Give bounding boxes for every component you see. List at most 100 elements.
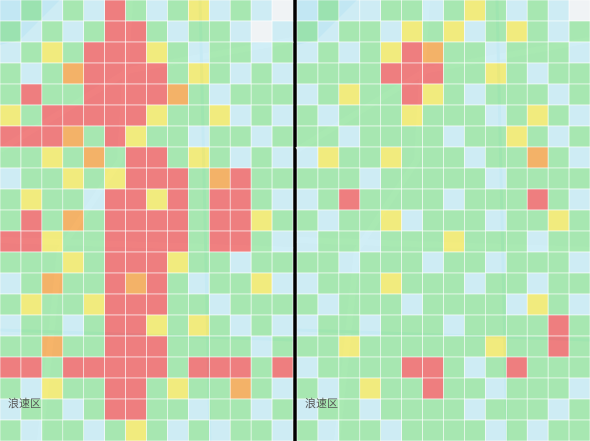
heat-cell: [146, 419, 168, 441]
heat-cell: [0, 146, 22, 169]
heat-cell: [208, 356, 231, 379]
heat-cell: [104, 335, 126, 358]
heat-cell: [83, 356, 105, 379]
map-panel: 浪速区: [295, 0, 590, 441]
heat-cell: [271, 419, 294, 441]
heat-cell: [422, 293, 444, 316]
heat-cell: [464, 146, 486, 169]
heat-cell: [568, 146, 590, 169]
heat-cell: [568, 335, 590, 358]
heat-cell: [359, 314, 382, 337]
heat-cell: [62, 83, 85, 106]
heat-cell: [359, 167, 382, 190]
heat-cell: [250, 209, 273, 232]
heat-cell: [464, 83, 486, 106]
heat-cell: [464, 230, 486, 253]
heat-cell: [547, 398, 570, 421]
heat-cell: [271, 41, 294, 64]
heat-cell: [296, 188, 319, 211]
heat-cell: [20, 272, 43, 295]
heat-cell: [359, 335, 382, 358]
heat-cell: [422, 251, 444, 274]
heat-cell: [41, 335, 64, 358]
heat-cell: [317, 293, 340, 316]
heat-cell: [188, 188, 210, 211]
heat-cell: [83, 314, 105, 337]
heat-cell: [188, 62, 210, 85]
heat-cell: [229, 188, 252, 211]
heat-cell: [167, 41, 189, 64]
heat-cell: [401, 83, 423, 106]
heat-cell: [359, 104, 382, 127]
heat-cell: [104, 230, 126, 253]
heat-cell: [296, 272, 319, 295]
heat-cell: [208, 83, 231, 106]
heat-cell: [0, 188, 22, 211]
heat-cell: [271, 314, 294, 337]
heat-cell: [296, 83, 319, 106]
heat-cell: [443, 20, 465, 43]
heat-cell: [62, 125, 85, 148]
heat-cell: [380, 62, 402, 85]
heat-cell: [505, 20, 528, 43]
heat-cell: [526, 377, 549, 400]
heat-cell: [422, 356, 444, 379]
heat-cell: [250, 419, 273, 441]
heat-cell: [547, 20, 570, 43]
heat-cell: [125, 230, 147, 253]
heat-cell: [359, 272, 382, 295]
heat-cell: [229, 377, 252, 400]
heat-cell: [317, 83, 340, 106]
heat-cell: [443, 83, 465, 106]
heat-cell: [20, 20, 43, 43]
heat-cell: [505, 377, 528, 400]
heat-cell: [317, 188, 340, 211]
heat-cell: [317, 41, 340, 64]
heat-cell: [380, 251, 402, 274]
heat-cell: [229, 272, 252, 295]
heat-cell: [167, 377, 189, 400]
heat-cell: [422, 398, 444, 421]
heat-cell: [401, 272, 423, 295]
district-label: 浪速区: [305, 396, 338, 410]
heat-cell: [62, 146, 85, 169]
heat-cell: [146, 0, 168, 22]
heat-cell: [20, 230, 43, 253]
heat-cell: [505, 398, 528, 421]
heat-cell: [464, 314, 486, 337]
heat-cell: [547, 335, 570, 358]
heat-cell: [526, 251, 549, 274]
heat-cell: [41, 62, 64, 85]
heat-cell: [208, 41, 231, 64]
heat-cell: [0, 167, 22, 190]
heat-cell: [271, 125, 294, 148]
heat-cell: [338, 20, 361, 43]
heat-cell: [380, 314, 402, 337]
heat-cell: [401, 167, 423, 190]
heat-cell: [167, 314, 189, 337]
heat-cell: [359, 188, 382, 211]
heat-cell: [485, 398, 507, 421]
heat-cell: [125, 83, 147, 106]
heat-cell: [401, 20, 423, 43]
heat-cell: [422, 188, 444, 211]
heat-cell: [485, 104, 507, 127]
heat-cell: [505, 209, 528, 232]
heat-cell: [485, 188, 507, 211]
heat-cell: [208, 104, 231, 127]
heat-cell: [83, 419, 105, 441]
heat-cell: [125, 188, 147, 211]
heat-cell: [104, 272, 126, 295]
heat-cell: [443, 251, 465, 274]
heat-cell: [296, 251, 319, 274]
heat-cell: [271, 83, 294, 106]
heat-cell: [0, 419, 22, 441]
heat-cell: [296, 146, 319, 169]
heat-cell: [380, 209, 402, 232]
heat-cell: [359, 356, 382, 379]
heat-cell: [464, 104, 486, 127]
heat-cell: [41, 209, 64, 232]
heat-cell: [338, 377, 361, 400]
heat-cell: [62, 419, 85, 441]
